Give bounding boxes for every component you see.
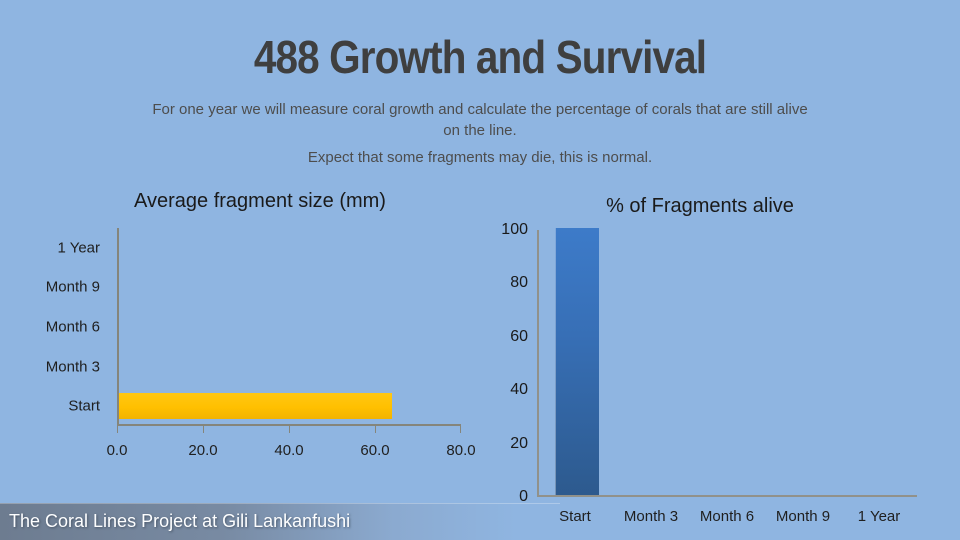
axis-tick-label: 20 [510, 434, 528, 452]
axis-tickmark [203, 426, 204, 433]
axis-category-label: 1 Year [857, 508, 901, 525]
axis-tick-label: 100 [501, 221, 528, 238]
axis-tickmark [375, 426, 376, 433]
axis-tick-label: 80 [510, 274, 528, 292]
axis-tick-label: 60 [510, 327, 528, 345]
axis-tick-label: 0.0 [106, 442, 128, 459]
axis-category-label: Month 3 [623, 508, 679, 525]
axis-tick-label: 60.0 [360, 442, 390, 459]
axis-category-label: 1 Year [57, 239, 100, 257]
axis-category-label: Month 9 [45, 278, 100, 296]
chart-right-y-axis-labels: 100 80 60 40 20 0 [470, 221, 528, 505]
axis-tick-label: 0 [519, 488, 528, 505]
slide-subtitle-note: Expect that some fragments may die, this… [307, 149, 653, 166]
chart-left-x-axis-labels: 0.0 20.0 40.0 60.0 80.0 [107, 437, 476, 461]
axis-category-label: Month 9 [775, 508, 831, 525]
axis-tick-label: 40 [510, 381, 528, 399]
chart-left-category-labels: 1 Year Month 9 Month 6 Month 3 Start [0, 228, 100, 426]
page-title: 488 Growth and Survival [253, 31, 707, 83]
axis-tickmark [289, 426, 290, 433]
axis-category-label: Start [68, 397, 100, 415]
footer-banner: The Coral Lines Project at Gili Lankanfu… [0, 503, 560, 540]
bar-start-fragments-alive [555, 228, 599, 495]
axis-tick-label: 80.0 [446, 442, 476, 459]
axis-tick-label: 40.0 [274, 442, 304, 459]
chart-left-plot-area [117, 228, 461, 426]
chart-left-title: Average fragment size (mm) [134, 190, 386, 212]
chart-right-title: % of Fragments alive [606, 195, 794, 217]
axis-tick-label: 20.0 [188, 442, 218, 459]
slide-subtitle: For one year we will measure coral growt… [152, 101, 808, 139]
chart-left-axis-tickmarks [117, 426, 461, 434]
axis-tickmark [117, 426, 118, 433]
axis-category-label: Start [559, 508, 591, 525]
chart-right-plot-area [537, 228, 917, 497]
bar-start-fragment-size [119, 393, 393, 420]
axis-category-label: Month 3 [45, 358, 100, 376]
chart-right-category-labels: Start Month 3 Month 6 Month 9 1 Year [537, 508, 917, 532]
axis-category-label: Month 6 [45, 318, 100, 336]
footer-text: The Coral Lines Project at Gili Lankanfu… [9, 511, 351, 531]
axis-tickmark [460, 426, 461, 433]
axis-category-label: Month 6 [699, 508, 755, 525]
